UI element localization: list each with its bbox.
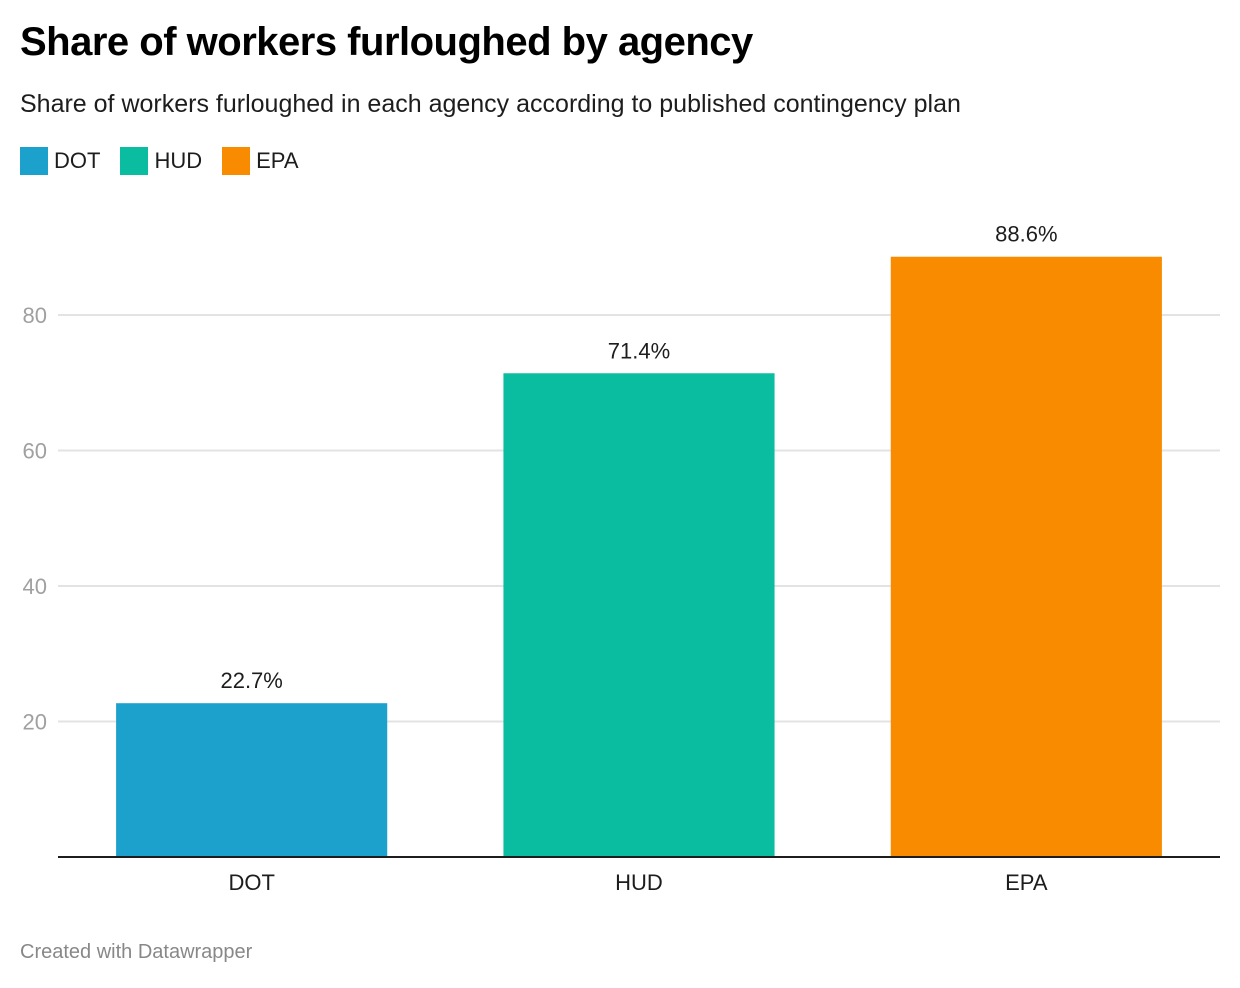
- bar-epa: [890, 256, 1162, 857]
- bar-hud: [503, 373, 775, 857]
- legend-swatch-hud: [120, 147, 149, 175]
- x-tick-label-epa: EPA: [1005, 870, 1048, 895]
- legend-swatch-dot: [20, 147, 48, 175]
- legend-swatch-epa: [222, 147, 251, 175]
- footer-credit: Created with Datawrapper: [20, 941, 253, 963]
- legend-label-epa: EPA: [256, 148, 299, 173]
- y-tick-label-80: 80: [23, 303, 47, 328]
- y-tick-label-40: 40: [23, 574, 47, 599]
- data-label-dot: 22.7%: [220, 668, 282, 693]
- legend-label-hud: HUD: [154, 148, 203, 173]
- data-label-epa: 88.6%: [995, 222, 1057, 247]
- legend-item-epa: EPA: [222, 147, 299, 175]
- y-tick-label-60: 60: [23, 439, 47, 464]
- legend-item-hud: HUD: [120, 147, 202, 175]
- data-label-hud: 71.4%: [608, 338, 670, 363]
- legend-label-dot: DOT: [54, 148, 101, 173]
- chart-subtitle: Share of workers furloughed in each agen…: [20, 90, 961, 118]
- chart-title: Share of workers furloughed by agency: [20, 20, 753, 64]
- legend-item-dot: DOT: [20, 147, 100, 175]
- legend: DOT HUD EPA: [20, 147, 319, 175]
- bar-dot: [116, 703, 388, 857]
- x-tick-label-dot: DOT: [228, 870, 274, 895]
- x-tick-label-hud: HUD: [615, 870, 663, 895]
- y-tick-label-20: 20: [23, 710, 47, 735]
